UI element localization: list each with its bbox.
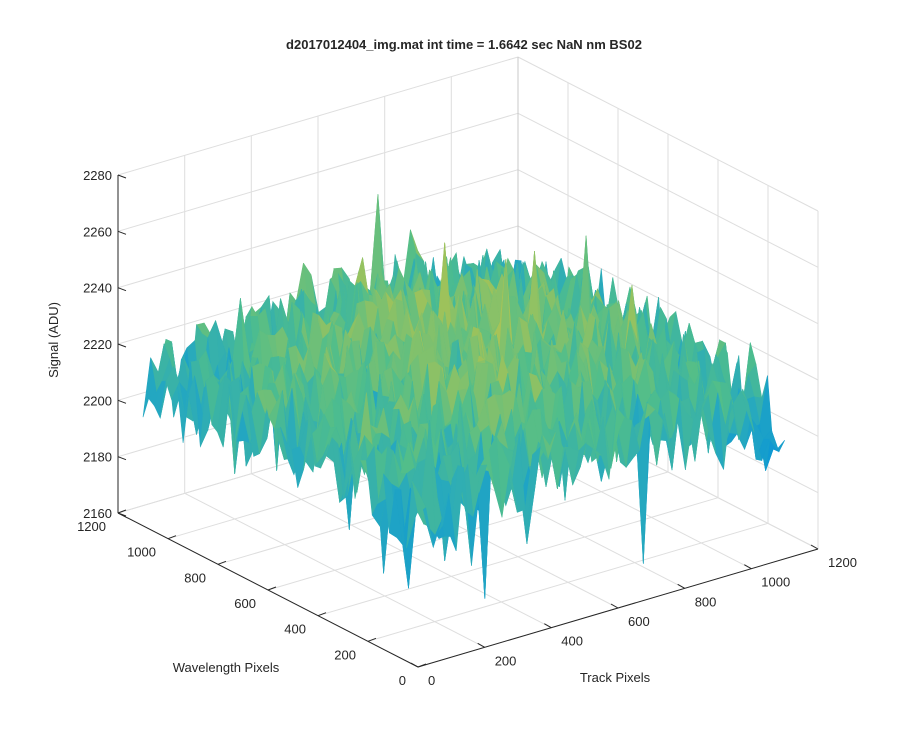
back-wall-grid-line — [117, 56, 519, 176]
y-tick-label: 800 — [184, 570, 206, 585]
floor-grid-line — [317, 497, 719, 617]
floor-grid-line — [367, 522, 769, 642]
side-wall-grid-line — [517, 225, 819, 381]
y-tick-label: 0 — [399, 673, 406, 688]
x-tick-label: 800 — [695, 594, 717, 609]
back-wall-grid-line — [117, 169, 519, 289]
z-tick-label: 2160 — [83, 506, 112, 521]
z-tick-label: 2200 — [83, 393, 112, 408]
y-axis-label: Wavelength Pixels — [173, 660, 280, 675]
x-tick-label: 600 — [628, 614, 650, 629]
z-tick-label: 2280 — [83, 168, 112, 183]
x-tick — [610, 603, 619, 609]
y-tick-label: 200 — [334, 647, 356, 662]
z-tick-label: 2260 — [83, 224, 112, 239]
side-wall-grid-line — [517, 112, 819, 268]
z-tick — [117, 287, 127, 292]
z-tick — [117, 512, 127, 517]
surface-layer — [142, 194, 785, 599]
z-tick — [117, 343, 127, 348]
x-tick — [544, 623, 552, 629]
x-tick — [677, 583, 685, 589]
z-tick-label: 2220 — [83, 337, 112, 352]
y-tick-label: 1200 — [77, 519, 106, 534]
y-tick — [167, 535, 177, 540]
x-tick — [477, 642, 485, 648]
y-tick — [317, 612, 327, 617]
x-tick-label: 1000 — [761, 575, 790, 590]
z-tick — [117, 230, 127, 235]
back-wall-grid-line — [117, 225, 519, 345]
z-tick-label: 2180 — [83, 450, 112, 465]
y-tick — [217, 560, 227, 565]
x-tick-label: 1200 — [828, 555, 857, 570]
z-tick — [117, 456, 127, 461]
x-tick-label: 0 — [428, 673, 435, 688]
x-tick — [410, 662, 419, 668]
z-tick — [117, 399, 127, 404]
side-wall-grid-line — [517, 169, 819, 325]
y-tick — [267, 586, 277, 591]
y-tick-label: 600 — [234, 596, 256, 611]
y-tick-label: 1000 — [127, 545, 156, 560]
z-axis-label: Signal (ADU) — [46, 302, 61, 378]
x-tick-label: 400 — [561, 634, 583, 649]
back-wall-grid-line — [117, 112, 519, 232]
x-axis-label: Track Pixels — [580, 670, 651, 685]
y-tick — [417, 663, 427, 668]
side-wall-grid-line — [517, 56, 819, 212]
chart-title: d2017012404_img.mat int time = 1.6642 se… — [286, 37, 642, 52]
z-tick-label: 2240 — [83, 281, 112, 296]
y-tick — [367, 637, 377, 642]
y-tick-label: 400 — [284, 622, 306, 637]
z-tick — [117, 174, 127, 179]
axes-layer: 0 200 400 600 800 1000 1200 0 200 400 600 800 1000 12… — [77, 168, 857, 688]
x-tick-label: 200 — [495, 653, 517, 668]
x-tick — [810, 544, 819, 550]
surface-patch — [412, 481, 426, 514]
y-tick — [117, 509, 127, 514]
x-tick — [744, 564, 752, 570]
